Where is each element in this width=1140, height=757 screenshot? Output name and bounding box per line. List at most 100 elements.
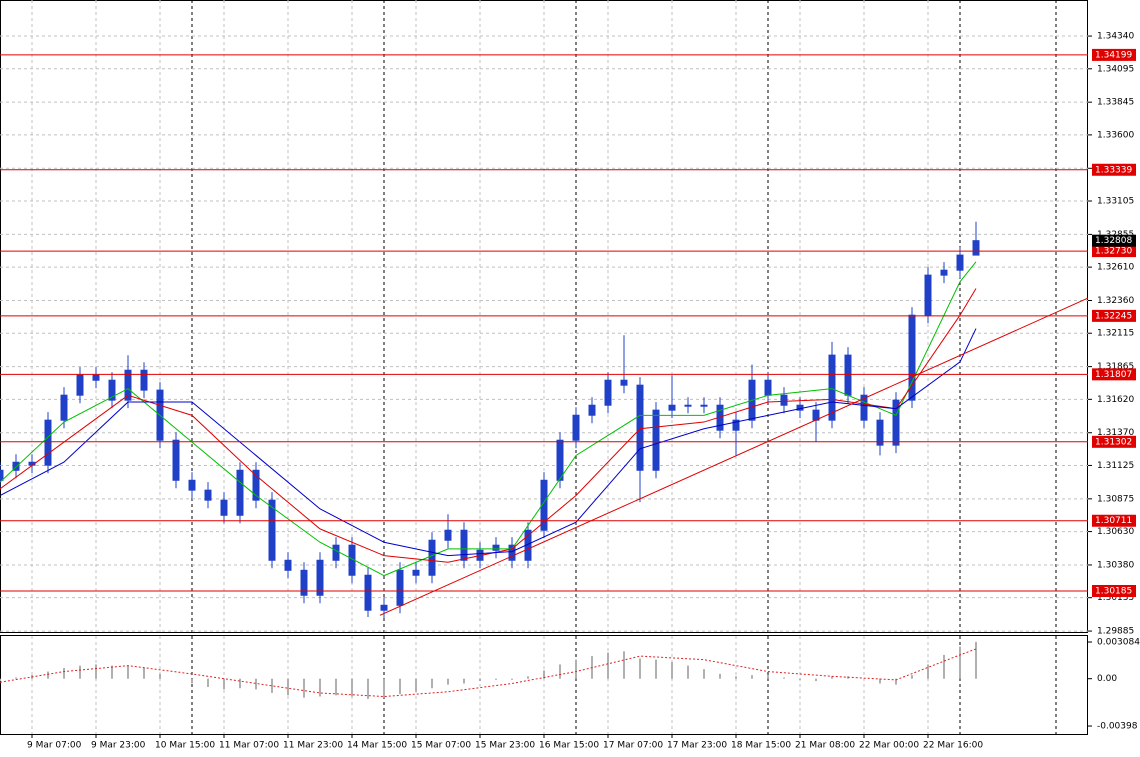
candle-body: [588, 404, 596, 416]
x-tick-label: 16 Mar 15:00: [539, 741, 599, 751]
candle-body: [828, 354, 836, 421]
level-label-box: [1092, 514, 1136, 527]
candle-body: [92, 374, 100, 381]
candle-body: [908, 314, 916, 401]
candle-body: [236, 469, 244, 516]
x-tick-label: 11 Mar 07:00: [219, 741, 279, 751]
candle-body: [220, 499, 228, 516]
x-tick-label: 18 Mar 15:00: [731, 741, 791, 751]
candle-body: [684, 404, 692, 407]
candle-body: [172, 439, 180, 481]
candle-body: [0, 469, 4, 481]
y-tick-label: 1.30630: [1097, 527, 1134, 537]
candle-body: [892, 399, 900, 446]
oscillator-plot: [0, 636, 1057, 734]
candle-body: [188, 479, 196, 491]
level-label-box: [1092, 435, 1136, 448]
candle-body: [924, 274, 932, 316]
x-tick-label: 22 Mar 16:00: [923, 741, 983, 751]
x-tick-label: 14 Mar 15:00: [347, 741, 407, 751]
level-label-box: [1092, 163, 1136, 176]
y-tick-label: 1.31125: [1097, 461, 1134, 471]
y-tick-label: 1.31620: [1097, 395, 1134, 405]
candle-body: [204, 489, 212, 501]
x-tick-label: 10 Mar 15:00: [155, 741, 215, 751]
candle-body: [732, 419, 740, 431]
candle-body: [572, 414, 580, 441]
y-tick-label: 1.31370: [1097, 428, 1134, 438]
level-label: 1.31302: [1095, 437, 1132, 447]
candle-body: [396, 569, 404, 606]
candle-body: [380, 604, 388, 611]
candle-body: [460, 529, 468, 561]
candle-body: [876, 419, 884, 446]
moving-average: [0, 288, 977, 563]
candle-body: [668, 404, 676, 411]
level-label: 1.31807: [1095, 370, 1132, 380]
axes: 1.343401.340951.338451.336001.333501.331…: [27, 32, 1140, 751]
moving-average: [0, 328, 977, 557]
y-tick-label: 1.30135: [1097, 593, 1134, 603]
x-tick-label: 15 Mar 07:00: [411, 741, 471, 751]
candle-body: [12, 461, 20, 471]
candle-body: [412, 569, 420, 576]
candle-body: [492, 544, 500, 551]
level-label: 1.32245: [1095, 311, 1132, 321]
level-label-box: [1092, 584, 1136, 597]
level-label-box: [1092, 245, 1136, 258]
current-price-box: [1092, 234, 1136, 247]
candle-body: [140, 369, 148, 391]
candle-body: [940, 269, 948, 276]
x-tick-label: 9 Mar 23:00: [91, 741, 146, 751]
candle-body: [316, 559, 324, 596]
candle-body: [300, 569, 308, 596]
y-tick-label: 1.32610: [1097, 263, 1134, 273]
candle-body: [860, 394, 868, 421]
candle-body: [556, 439, 564, 481]
level-label-box: [1092, 368, 1136, 381]
x-tick-label: 11 Mar 23:00: [283, 741, 343, 751]
y-tick-label: 1.30380: [1097, 560, 1134, 570]
level-label: 1.30185: [1095, 586, 1132, 596]
candle-body: [332, 544, 340, 561]
candle-body: [60, 394, 68, 421]
candle-body: [268, 499, 276, 561]
y-tick-label: 1.33105: [1097, 197, 1134, 207]
candle-body: [636, 384, 644, 471]
y-tick-label: 1.32115: [1097, 329, 1134, 339]
current-price-label: 1.32808: [1095, 236, 1132, 246]
candle-body: [44, 419, 52, 466]
candle-body: [508, 544, 516, 561]
candle-body: [76, 374, 84, 396]
y-tick-label: 1.34095: [1097, 64, 1134, 74]
candle-body: [364, 574, 372, 611]
candle-body: [284, 559, 292, 571]
x-tick-label: 15 Mar 23:00: [475, 741, 535, 751]
price-plot: [0, 0, 1088, 632]
candle-body: [844, 354, 852, 396]
level-label: 1.32730: [1095, 247, 1132, 257]
x-tick-label: 17 Mar 23:00: [667, 741, 727, 751]
candle-body: [428, 539, 436, 576]
x-tick-label: 21 Mar 08:00: [795, 741, 855, 751]
candle-body: [540, 479, 548, 531]
candle-body: [764, 379, 772, 396]
candle-body: [652, 409, 660, 471]
level-label-box: [1092, 309, 1136, 322]
candle-body: [108, 379, 116, 401]
y-tick-label: 1.31865: [1097, 362, 1134, 372]
level-label-box: [1092, 48, 1136, 61]
x-tick-label: 22 Mar 00:00: [859, 741, 919, 751]
osc-y-tick-label: -0.00398: [1097, 722, 1138, 732]
osc-y-tick-label: 0.00: [1097, 674, 1117, 684]
y-tick-label: 1.33600: [1097, 130, 1134, 140]
y-tick-label: 1.30875: [1097, 494, 1134, 504]
x-tick-label: 17 Mar 07:00: [603, 741, 663, 751]
y-tick-label: 1.32360: [1097, 296, 1134, 306]
candle-body: [780, 394, 788, 406]
y-tick-label: 1.34340: [1097, 32, 1134, 42]
trendline: [379, 297, 1088, 616]
x-tick-label: 9 Mar 07:00: [27, 741, 82, 751]
candle-body: [124, 369, 132, 401]
